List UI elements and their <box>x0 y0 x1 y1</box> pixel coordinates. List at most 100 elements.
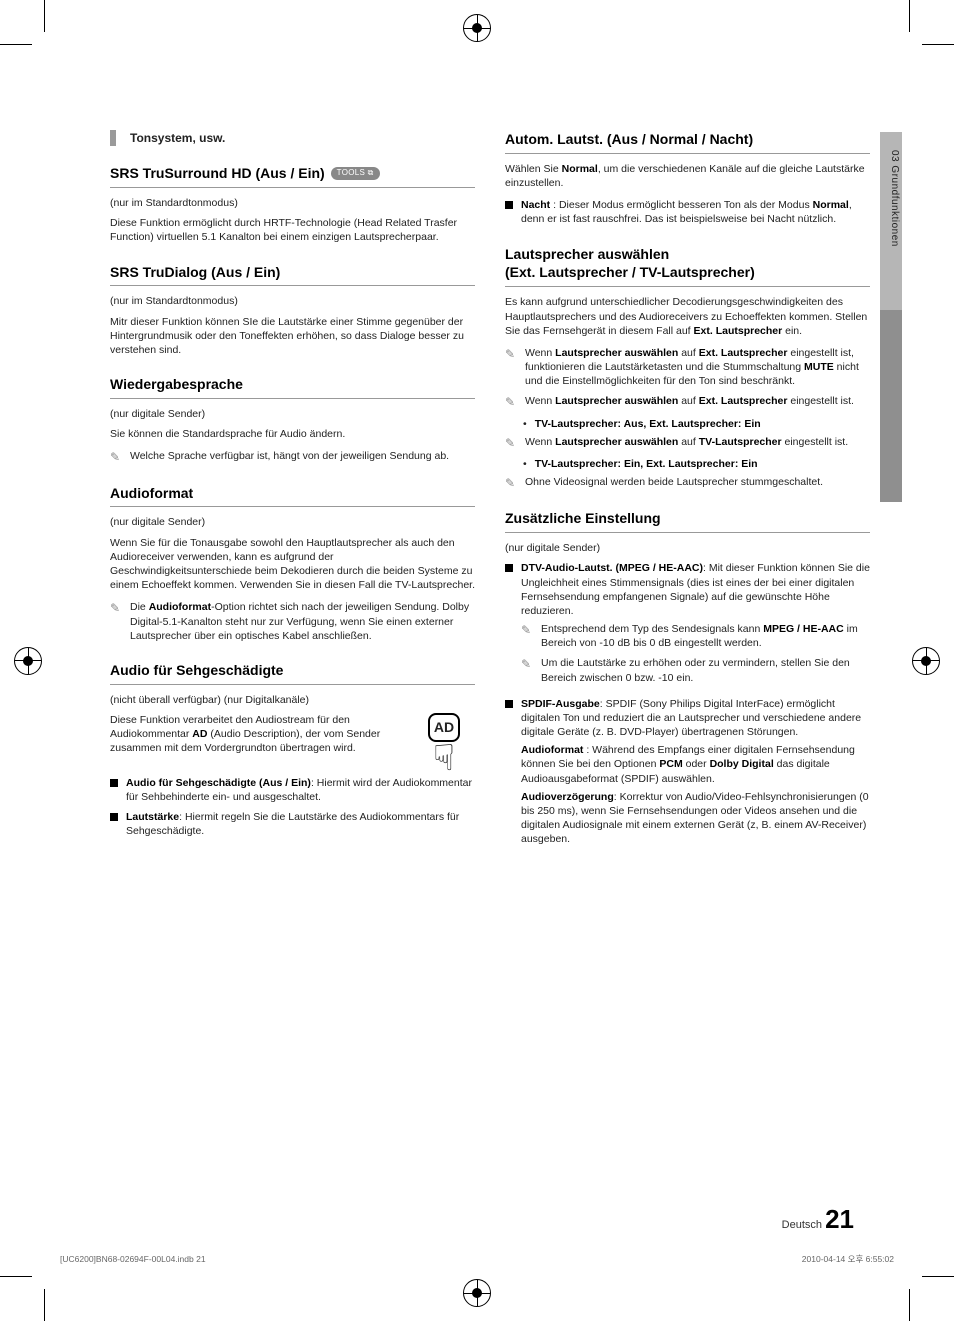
crop-mark <box>44 1289 45 1321</box>
tip-text: Die Audioformat-Option richtet sich nach… <box>130 600 475 643</box>
tip-text: Welche Sprache verfügbar ist, hängt von … <box>130 449 449 465</box>
side-tab-highlight <box>880 310 902 502</box>
section-title: Tonsystem, usw. <box>130 130 225 146</box>
square-bullet-icon <box>110 813 118 821</box>
hand-icon: ☟ <box>413 740 475 776</box>
page-content: Tonsystem, usw. SRS TruSurround HD (Aus … <box>110 130 870 852</box>
tip-row: ✎ Wenn Lautsprecher auswählen auf TV-Lau… <box>505 435 870 451</box>
page-number: Deutsch 21 <box>782 1204 854 1235</box>
dot-icon: • <box>523 457 527 471</box>
footer-right: 2010-04-14 오후 6:55:02 <box>802 1253 894 1265</box>
body-text: Diese Funktion ermöglicht durch HRTF-Tec… <box>110 216 475 244</box>
bullet-item: Lautstärke: Hiermit regeln Sie die Lauts… <box>110 810 475 838</box>
sub-bullet-text: TV-Lautsprecher: Aus, Ext. Lautsprecher:… <box>535 417 761 431</box>
tip-text: Wenn Lautsprecher auswählen auf Ext. Lau… <box>525 346 870 389</box>
tip-icon: ✎ <box>521 622 535 650</box>
ad-remote-figure: AD ☟ <box>413 713 475 776</box>
square-bullet-icon <box>110 779 118 787</box>
ad-paragraph-wrap: AD ☟ Diese Funktion verarbeitet den Audi… <box>110 713 475 776</box>
mode-note: (nur digitale Sender) <box>110 515 475 529</box>
heading-lautsprecher-auswaehlen: Lautsprecher auswählen (Ext. Lautspreche… <box>505 245 870 288</box>
heading-srs-trusurround: SRS TruSurround HD (Aus / Ein) TOOLS ⧉ <box>110 164 475 188</box>
mode-note: (nur im Standardtonmodus) <box>110 294 475 308</box>
heading-audio-sehgeschaedigte: Audio für Sehgeschädigte <box>110 661 475 685</box>
crop-mark <box>0 1276 32 1277</box>
body-text: Mitr dieser Funktion können SIe die Laut… <box>110 315 475 358</box>
square-bullet-icon <box>505 564 513 572</box>
crop-mark <box>44 0 45 32</box>
tip-text: Ohne Videosignal werden beide Lautsprech… <box>525 475 823 491</box>
crop-mark <box>922 44 954 45</box>
sub-bullet-text: TV-Lautsprecher: Ein, Ext. Lautsprecher:… <box>535 457 758 471</box>
bullet-item: DTV-Audio-Lautst. (MPEG / HE-AAC): Mit d… <box>505 561 870 690</box>
heading-zusaetzliche-einstellung: Zusätzliche Einstellung <box>505 509 870 533</box>
tip-icon: ✎ <box>505 435 519 451</box>
tip-row: ✎ Wenn Lautsprecher auswählen auf Ext. L… <box>505 394 870 410</box>
registration-mark <box>912 647 940 675</box>
heading-srs-trudialog: SRS TruDialog (Aus / Ein) <box>110 263 475 287</box>
tip-text: Wenn Lautsprecher auswählen auf Ext. Lau… <box>525 394 854 410</box>
tip-icon: ✎ <box>110 449 124 465</box>
bullet-text: Nacht : Dieser Modus ermöglicht besseren… <box>521 198 870 226</box>
heading-audioformat: Audioformat <box>110 484 475 508</box>
footer: [UC6200]BN68-02694F-00L04.indb 21 2010-0… <box>60 1253 894 1265</box>
heading-text: SRS TruSurround HD (Aus / Ein) <box>110 164 325 183</box>
crop-mark <box>909 0 910 32</box>
body-text: Wählen Sie Normal, um die verschiedenen … <box>505 162 870 190</box>
bullet-text: Audio für Sehgeschädigte (Aus / Ein): Hi… <box>126 776 475 804</box>
sub-bullet: • TV-Lautsprecher: Ein, Ext. Lautspreche… <box>523 457 870 471</box>
bullet-text: DTV-Audio-Lautst. (MPEG / HE-AAC): Mit d… <box>521 561 870 690</box>
tip-row: ✎ Wenn Lautsprecher auswählen auf Ext. L… <box>505 346 870 389</box>
crop-mark <box>0 44 32 45</box>
left-column: Tonsystem, usw. SRS TruSurround HD (Aus … <box>110 130 475 852</box>
body-text: Wenn Sie für die Tonausgabe sowohl den H… <box>110 536 475 593</box>
tip-text: Wenn Lautsprecher auswählen auf TV-Lauts… <box>525 435 848 451</box>
sub-paragraph: Audioformat : Während des Empfangs einer… <box>521 743 870 786</box>
tip-text: Um die Lautstärke zu erhöhen oder zu ver… <box>541 656 870 684</box>
tip-icon: ✎ <box>505 346 519 389</box>
registration-mark <box>463 14 491 42</box>
tip-icon: ✎ <box>505 475 519 491</box>
side-tab-label: 03 Grundfunktionen <box>889 150 900 247</box>
tip-row: ✎ Entsprechend dem Typ des Sendesignals … <box>521 622 870 650</box>
tip-row: ✎ Welche Sprache verfügbar ist, hängt vo… <box>110 449 475 465</box>
registration-mark <box>14 647 42 675</box>
crop-mark <box>922 1276 954 1277</box>
bullet-text: SPDIF-Ausgabe: SPDIF (Sony Philips Digit… <box>521 697 870 847</box>
sub-bullet: • TV-Lautsprecher: Aus, Ext. Lautspreche… <box>523 417 870 431</box>
heading-line1: Lautsprecher auswählen <box>505 246 669 262</box>
bullet-item: Nacht : Dieser Modus ermöglicht besseren… <box>505 198 870 226</box>
mode-note: (nur digitale Sender) <box>505 541 870 555</box>
heading-wiedergabesprache: Wiedergabesprache <box>110 375 475 399</box>
bullet-text: Lautstärke: Hiermit regeln Sie die Lauts… <box>126 810 475 838</box>
tip-text: Entsprechend dem Typ des Sendesignals ka… <box>541 622 870 650</box>
tip-row: ✎ Ohne Videosignal werden beide Lautspre… <box>505 475 870 491</box>
heading-autom-lautst: Autom. Lautst. (Aus / Normal / Nacht) <box>505 130 870 154</box>
tip-row: ✎ Die Audioformat-Option richtet sich na… <box>110 600 475 643</box>
page-number-value: 21 <box>825 1204 854 1234</box>
mode-note: (nur digitale Sender) <box>110 407 475 421</box>
tip-icon: ✎ <box>521 656 535 684</box>
square-bullet-icon <box>505 700 513 708</box>
tip-icon: ✎ <box>110 600 124 643</box>
body-text: Es kann aufgrund unterschiedlicher Decod… <box>505 295 870 338</box>
section-bar-icon <box>110 130 116 146</box>
registration-mark <box>463 1279 491 1307</box>
footer-left: [UC6200]BN68-02694F-00L04.indb 21 <box>60 1254 206 1264</box>
mode-note: (nur im Standardtonmodus) <box>110 196 475 210</box>
tip-row: ✎ Um die Lautstärke zu erhöhen oder zu v… <box>521 656 870 684</box>
bullet-item: SPDIF-Ausgabe: SPDIF (Sony Philips Digit… <box>505 697 870 847</box>
square-bullet-icon <box>505 201 513 209</box>
bullet-item: Audio für Sehgeschädigte (Aus / Ein): Hi… <box>110 776 475 804</box>
tools-badge: TOOLS ⧉ <box>331 167 380 180</box>
page-lang: Deutsch <box>782 1219 822 1231</box>
dot-icon: • <box>523 417 527 431</box>
right-column: Autom. Lautst. (Aus / Normal / Nacht) Wä… <box>505 130 870 852</box>
tip-icon: ✎ <box>505 394 519 410</box>
mode-note: (nicht überall verfügbar) (nur Digitalka… <box>110 693 475 707</box>
section-marker: Tonsystem, usw. <box>110 130 475 146</box>
sub-paragraph: Audioverzögerung: Korrektur von Audio/Vi… <box>521 790 870 847</box>
body-text: Sie können die Standardsprache für Audio… <box>110 427 475 441</box>
crop-mark <box>909 1289 910 1321</box>
heading-line2: (Ext. Lautsprecher / TV-Lautsprecher) <box>505 264 755 280</box>
